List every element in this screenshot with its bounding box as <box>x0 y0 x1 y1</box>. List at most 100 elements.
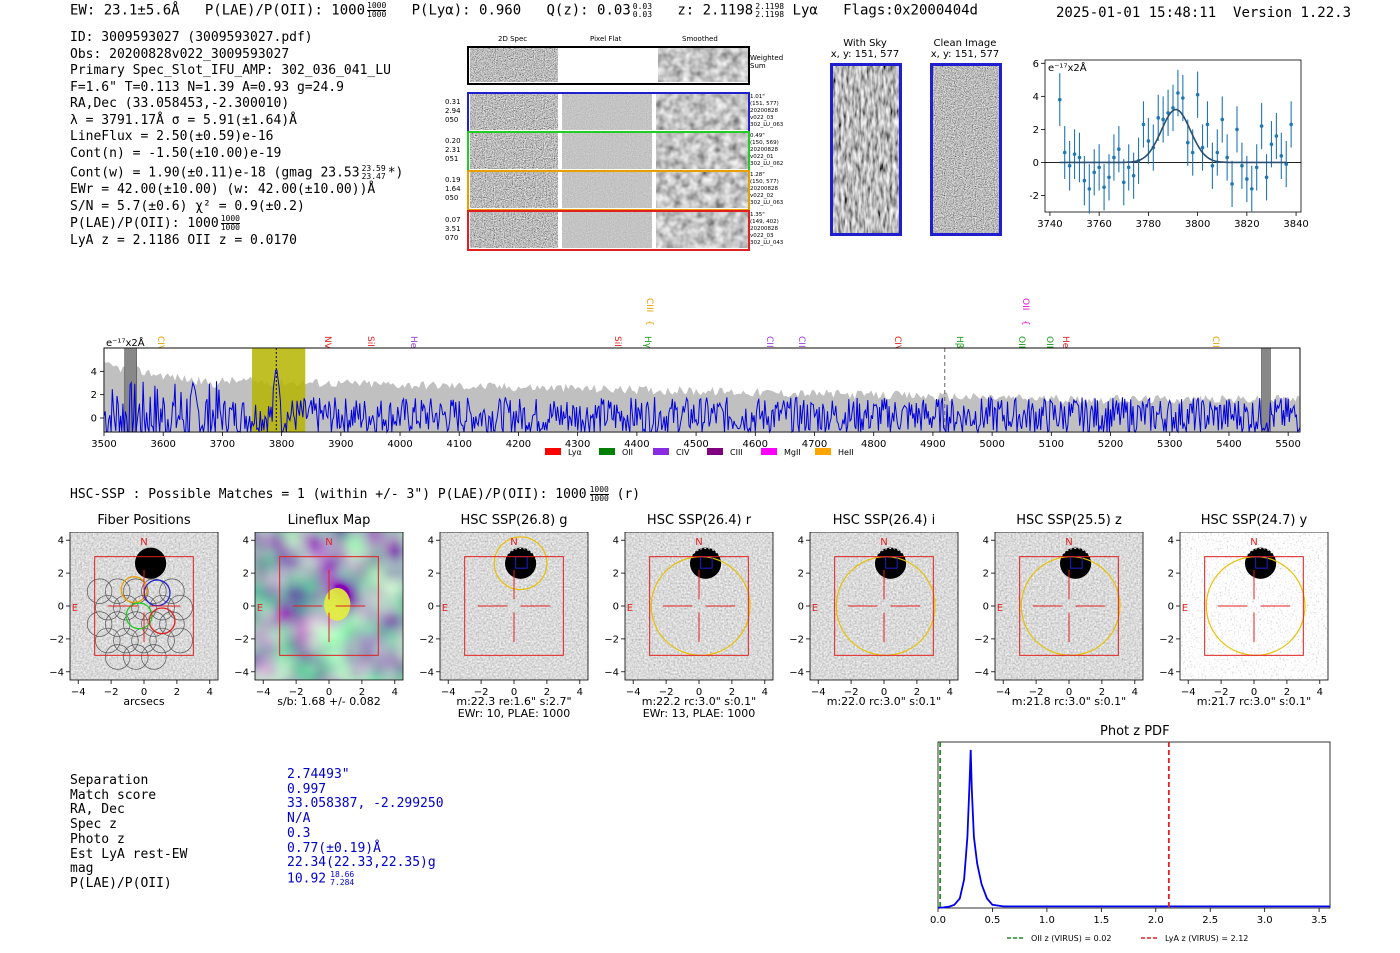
zoom-data-point <box>1190 150 1195 155</box>
header-z-line: Lyα <box>792 2 818 19</box>
cutout-left-text: 0.20 <box>445 137 461 145</box>
header-right: 2025-01-01 15:48:11 Version 1.22.3 <box>1056 5 1351 21</box>
hsc-panel-caption: s/b: 1.68 +/- 0.082 <box>235 696 423 708</box>
fiber-circle <box>86 578 113 604</box>
spec-xtick-label: 4300 <box>565 439 590 450</box>
zoom-data-point <box>1269 142 1274 147</box>
zoom-data-point <box>1249 187 1254 191</box>
cutout-left-text: 2.31 <box>445 146 461 154</box>
hsc-caption-line1: m:21.7 rc:3.0" s:0.1" <box>1196 695 1312 708</box>
info-sn: S/N = 5.7(±0.6) χ² = 0.9(±0.2) <box>70 198 305 214</box>
bright-source <box>504 547 537 579</box>
zoom-data-point <box>1057 97 1062 102</box>
search-box <box>1019 556 1119 656</box>
info-plae: P(LAE)/P(OII): 1000 <box>70 216 219 231</box>
cutout-left-text: 0.19 <box>445 176 461 184</box>
hsc-ytick-label: 4 <box>428 536 434 547</box>
spec-legend-label: Lyα <box>568 448 582 457</box>
cutout-row-left-label: 0.31 2.94 050 <box>445 98 461 125</box>
zoom-data-point <box>1210 163 1215 168</box>
hsc-xtick-label: 4 <box>392 687 398 698</box>
match-value: N/A <box>287 811 444 827</box>
zoom-data-point <box>1126 165 1131 170</box>
match-value-text: 10.92 <box>287 871 327 887</box>
hsc-panel-image: N E −4 −2 0 2 4 4 2 0 −2 −4 <box>49 532 219 698</box>
spectral-line-text: Hγ <box>642 336 652 349</box>
hsc-xtick-label: 4 <box>207 687 213 698</box>
cutout-row-border <box>467 210 750 251</box>
match-value-text: 2.74493" <box>287 767 350 782</box>
header-z-lo: 2.1198 <box>755 9 785 19</box>
photz-plot-frame <box>937 741 1331 909</box>
cutout-row-right-label: 0.49" (150, 569) 20200828 v022_01 302_LU_062 <box>750 133 783 168</box>
zoom-data-point <box>1181 96 1185 100</box>
cutout-right-text: 302_LU_063 <box>750 122 784 128</box>
spec-xtick-label: 4000 <box>387 439 412 450</box>
zoom-ytick-label: 2 <box>1033 125 1039 136</box>
east-label: E <box>72 603 78 614</box>
hsc-ytick-label: 4 <box>613 536 619 547</box>
spectral-line-label: CIII { <box>644 298 654 326</box>
spec-legend-label: OII <box>622 448 633 457</box>
zoom-data-point <box>1156 116 1161 120</box>
match-label: Match score <box>70 787 157 803</box>
hsc-panel-caption: m:22.3 re:1.6" s:2.7" EWr: 10, PLAE: 1000 <box>420 696 608 720</box>
zoom-data-point <box>1166 111 1170 115</box>
cutout-row <box>467 170 750 211</box>
clean-image-xy: x, y: 151, 577 <box>930 49 1000 60</box>
hsc-xtick-label: 2 <box>174 687 180 698</box>
lineflux-peak <box>324 587 351 621</box>
clean-image <box>930 63 1002 236</box>
hsc-xtick-label: 4 <box>1317 687 1323 698</box>
cutout-row-left-label: 0.20 2.31 051 <box>445 137 461 164</box>
hsc-xtick-label: 2 <box>359 687 365 698</box>
zoom-data-point <box>1082 178 1087 183</box>
hsc-caption-line2: EWr: 10, PLAE: 1000 <box>457 707 571 720</box>
info-gmag-lo: 23.47 <box>361 172 386 181</box>
north-label: N <box>325 537 332 548</box>
zoom-data-point <box>1279 154 1284 158</box>
spec-ylabel: e⁻¹⁷x2Å <box>106 336 145 349</box>
hsc-title: HSC-SSP : Possible Matches = 1 (within +… <box>70 487 587 502</box>
hsc-ytick-label: −2 <box>49 634 64 645</box>
match-value: 2.74493" <box>287 767 444 783</box>
fiber-circle <box>86 611 113 637</box>
hsc-xtick-label: −4 <box>71 687 86 698</box>
spec-legend-swatch <box>815 448 831 455</box>
header-plae-lo: 1000 <box>367 10 387 19</box>
cutout-right-text: 302_LU_062 <box>750 161 784 167</box>
zoom-data-point <box>1092 170 1097 175</box>
match-value-text: N/A <box>287 811 311 827</box>
hsc-ytick-label: 4 <box>798 536 804 547</box>
info-ewr: EWr = 42.00(±10.00) (w: 42.00(±10.00))Å <box>70 182 376 197</box>
spectral-line-label: OII { <box>1020 298 1030 326</box>
cutout-right-text: (150, 569) <box>750 140 779 146</box>
hsc-panel-image: N E −4 −2 0 2 4 4 2 0 −2 −4 <box>234 532 404 698</box>
zoom-ytick-label: -2 <box>1030 191 1039 202</box>
aperture-circle <box>493 536 548 591</box>
hsc-xtick-label: −2 <box>474 687 489 698</box>
spectral-line-text: CIV <box>892 336 902 352</box>
info-id: ID: 3009593027 (3009593027.pdf) <box>70 30 313 45</box>
header-plya: P(Lyα): 0.960 <box>411 2 522 19</box>
with-sky-xy: x, y: 151, 577 <box>830 49 900 60</box>
hsc-panel-title: Fiber Positions <box>97 513 191 528</box>
cutout-right-text: 302_LU_063 <box>750 200 784 206</box>
bright-source <box>1059 547 1092 579</box>
weighted-sum-label: Weighted Sum <box>750 54 784 70</box>
zoom-xtick-label: 3840 <box>1283 219 1308 230</box>
hsc-panel-caption: m:22.0 rc:3.0" s:0.1" <box>790 696 978 708</box>
cutout-right-text: v022_02 <box>750 193 774 199</box>
fiber-circle <box>105 578 131 604</box>
info-gmag-hi: 23.59 <box>361 164 386 173</box>
header-qz-hi: 0.03 <box>632 1 653 11</box>
zoom-xtick-label: 3740 <box>1037 219 1062 230</box>
hsc-xtick-label: −4 <box>811 687 826 698</box>
header-z: z: 2.1198 <box>677 2 754 19</box>
east-label: E <box>257 603 263 614</box>
spec-legend-swatch <box>545 448 561 455</box>
hsc-ytick-label: −2 <box>419 634 434 645</box>
zoom-data-point <box>1289 122 1293 127</box>
col-smoothed: Smoothed <box>682 35 718 43</box>
fiber-circle <box>113 627 139 654</box>
